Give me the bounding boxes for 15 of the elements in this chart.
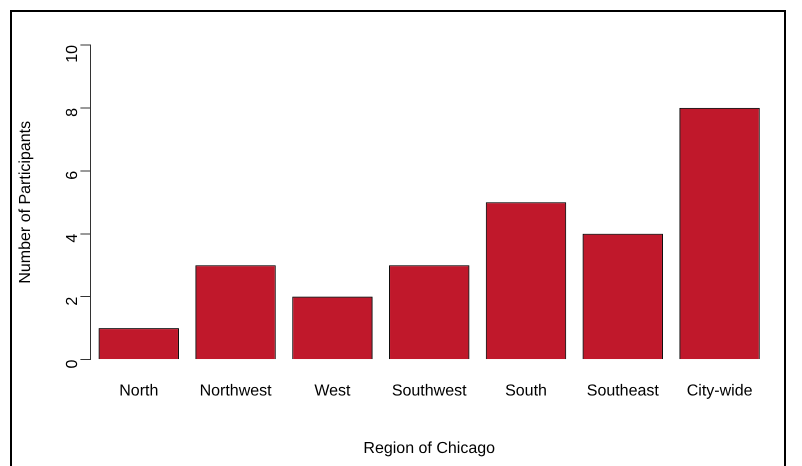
x-tick-label: South [505, 382, 547, 400]
x-tick-label: Southwest [392, 382, 468, 400]
y-axis-title: Number of Participants [17, 120, 34, 284]
y-tick-label: 0 [64, 360, 81, 369]
y-tick-label: 4 [64, 234, 81, 243]
y-tick-label: 6 [64, 170, 81, 180]
x-tick-label: West [314, 382, 352, 400]
x-tick-label: City-wide [686, 382, 753, 400]
y-tick-label: 8 [64, 108, 81, 117]
x-tick-label: Northwest [200, 382, 272, 400]
y-tick-label: 10 [64, 44, 81, 63]
y-tick-label: 2 [64, 296, 81, 306]
x-tick-label: North [119, 382, 158, 400]
x-tick-label: Southeast [586, 382, 660, 400]
x-axis-title: Region of Chicago [363, 440, 496, 457]
